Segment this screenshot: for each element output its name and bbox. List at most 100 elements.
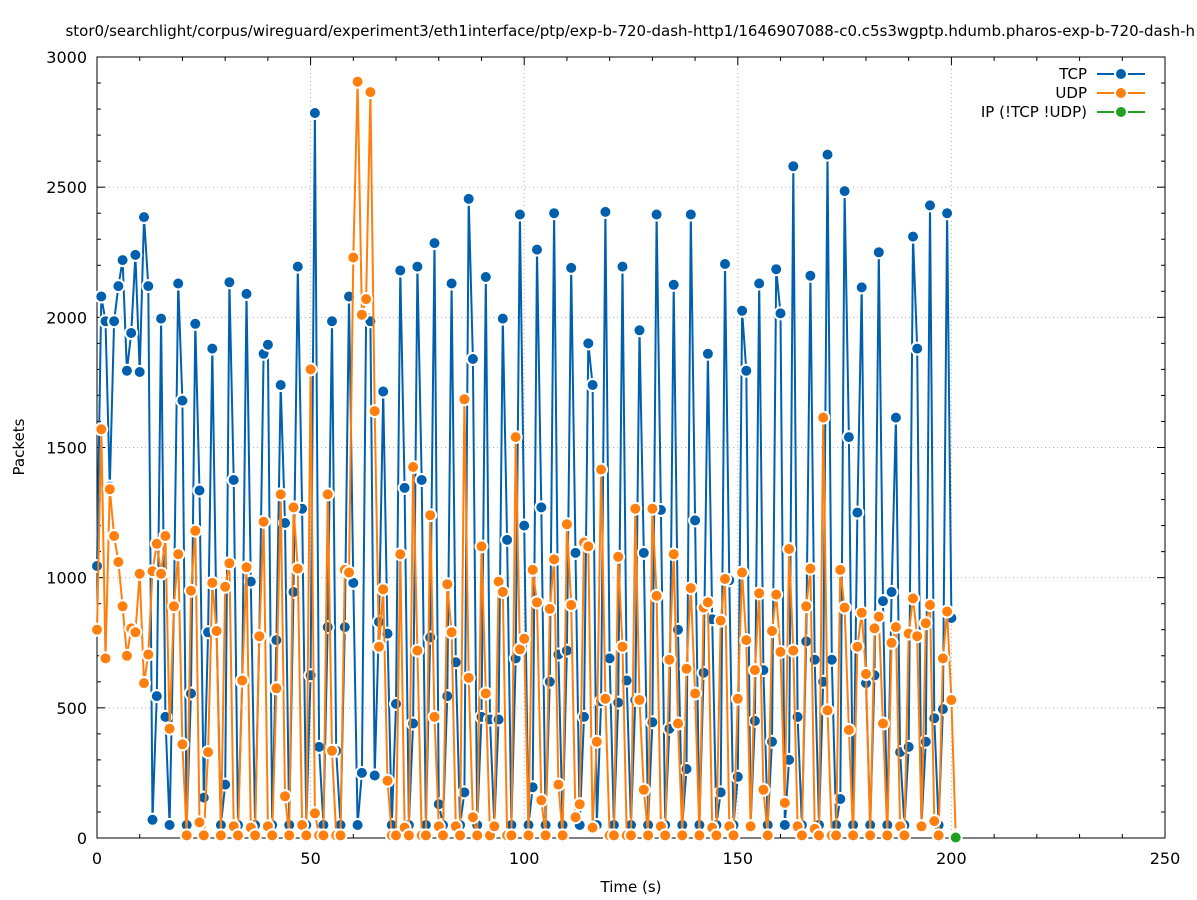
data-point-udp [192,815,207,830]
data-point-tcp [683,207,698,222]
data-point-udp [248,828,263,843]
data-point-tcp [777,818,792,832]
data-point-tcp [786,159,801,174]
data-point-tcp [171,276,186,291]
data-point-tcp [397,480,412,495]
data-point-tcp [124,326,139,340]
data-point-tcp [841,430,856,445]
data-point-udp [196,828,211,843]
data-point-tcp [820,147,835,162]
data-point-udp [700,595,715,610]
data-point-udp [508,430,523,445]
data-point-tcp [393,263,408,278]
data-point-udp [718,572,732,586]
data-point-udp [534,793,549,808]
data-point-udp [572,797,587,812]
data-point-udp [363,85,378,100]
series-group [90,74,963,845]
data-point-tcp [747,713,762,728]
data-point-udp [927,814,942,829]
data-point-udp [525,562,540,577]
data-point-udp [931,828,946,843]
data-point-udp [816,410,831,425]
data-point-ip-tcp-udp [948,830,963,845]
data-point-udp [158,529,173,543]
data-point-udp [453,828,468,843]
data-point-udp [188,523,203,538]
data-point-udp [675,828,690,843]
data-point-tcp [636,545,651,560]
data-point-udp [184,583,198,598]
data-point-tcp [427,236,442,251]
data-point-udp [581,539,596,554]
data-point-tcp [666,277,681,292]
data-point-tcp [918,734,933,749]
legend-label-tcp: TCP [1058,65,1087,83]
data-point-udp [162,721,177,736]
data-point-tcp [910,341,925,356]
data-point-udp [760,828,775,843]
data-point-udp [470,828,485,843]
data-point-tcp [611,695,626,710]
data-point-udp [871,609,886,624]
y-tick-label: 2500 [46,178,87,197]
data-point-udp [683,581,698,596]
data-point-udp [632,693,647,707]
data-point-udp [598,691,613,706]
data-point-udp [444,625,459,640]
data-point-udp [906,591,920,606]
data-point-udp [636,782,651,797]
data-point-tcp [90,559,104,573]
data-point-tcp [205,341,220,356]
data-point-tcp [598,204,613,219]
data-point-tcp [696,665,711,680]
data-point-udp [303,362,318,377]
x-tick-label: 100 [509,849,540,868]
data-point-udp [179,828,194,843]
data-point-tcp [478,270,493,284]
data-point-tcp [500,532,515,547]
data-point-udp [316,828,331,843]
data-point-tcp [581,336,596,351]
data-point-tcp [517,518,532,533]
data-point-udp [547,552,562,567]
data-point-udp [628,501,643,516]
data-point-udp [393,547,408,562]
data-point-udp [440,577,455,592]
data-point-udp [803,561,818,576]
data-point-udp [141,647,156,662]
data-point-tcp [94,289,109,304]
data-point-udp [615,639,630,654]
data-point-udp [235,673,250,688]
data-point-udp [918,616,933,631]
data-point-udp [132,566,147,581]
data-point-udp [504,828,519,843]
data-point-udp [773,644,788,659]
data-point-udp [542,601,557,616]
data-point-tcp [752,276,767,291]
data-point-udp [128,625,143,640]
chart-title: stor0/searchlight/corpus/wireguard/exper… [65,22,1195,40]
data-point-udp [884,635,899,650]
y-axis: 0 500 1000 1500 2000 2500 3000 [46,48,1165,848]
data-point-udp [461,670,476,685]
data-point-tcp [303,668,318,683]
data-point-udp [209,624,224,638]
data-point-tcp [906,229,920,244]
data-point-tcp [542,674,557,689]
data-point-udp [149,536,164,551]
data-point-tcp [350,818,365,832]
data-point-tcp [940,206,955,221]
data-point-tcp [888,410,903,425]
data-point-udp [354,307,369,322]
data-point-udp [102,482,117,497]
data-point-udp [812,828,826,843]
data-point-tcp [414,473,429,487]
data-point-udp [914,819,929,834]
data-point-udp [833,562,848,577]
data-point-tcp [132,365,147,379]
y-tick-label: 3000 [46,48,87,67]
y-tick-label: 0 [77,829,87,848]
data-point-udp [175,737,190,752]
